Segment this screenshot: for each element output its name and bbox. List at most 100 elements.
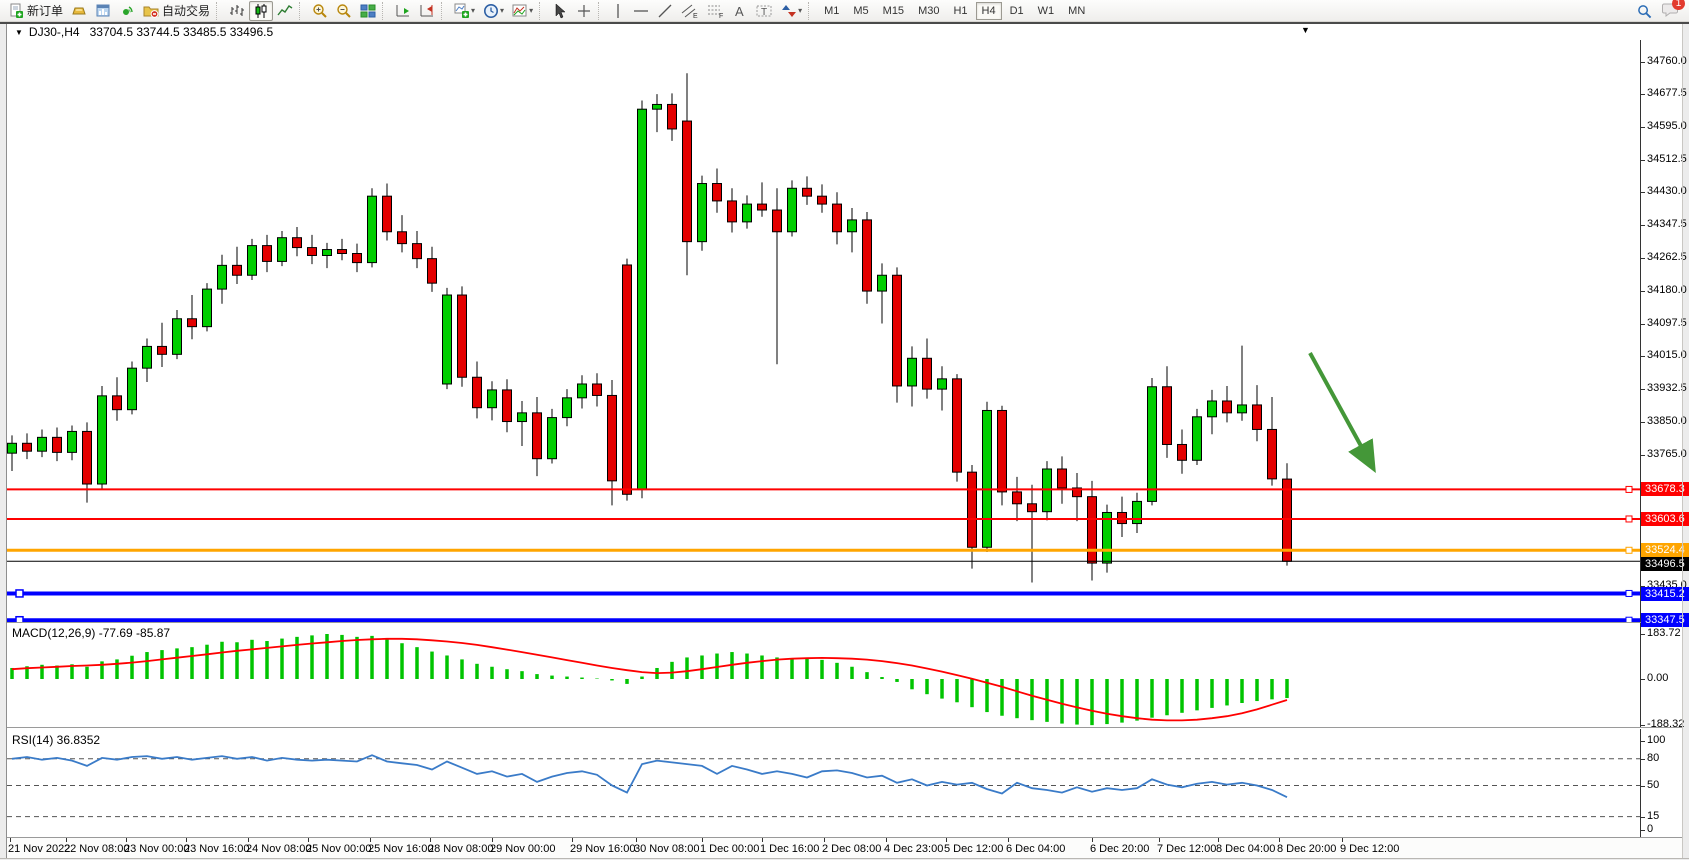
text-label-tool[interactable]: T [751, 1, 777, 21]
candle-body[interactable] [652, 103, 662, 110]
notifications-button[interactable]: 1 [1662, 0, 1685, 22]
horizontal-line-tool[interactable] [629, 1, 653, 21]
cursor-button[interactable] [548, 1, 572, 21]
chart-shift-marker[interactable]: ▼ [1301, 25, 1310, 35]
candle-body[interactable] [952, 378, 962, 473]
candle-body[interactable] [307, 247, 317, 256]
candlestick-chart-button[interactable] [249, 0, 274, 21]
candle-body[interactable] [202, 288, 212, 328]
annotation-arrow[interactable] [1308, 352, 1376, 474]
candle-body[interactable] [757, 203, 767, 211]
candle-body[interactable] [1162, 386, 1172, 445]
candle-body[interactable] [982, 409, 992, 548]
candle-body[interactable] [922, 357, 932, 390]
hline-handle[interactable] [1625, 485, 1633, 493]
crosshair-button[interactable] [572, 1, 596, 21]
candle-body[interactable] [727, 200, 737, 223]
bar-chart-button[interactable] [225, 1, 249, 21]
candle-body[interactable] [232, 264, 242, 276]
hline-handle[interactable] [1625, 515, 1633, 523]
candle-body[interactable] [1132, 500, 1142, 525]
macd-pane[interactable] [0, 623, 1640, 727]
candle-body[interactable] [682, 120, 692, 243]
timeframe-d1[interactable]: D1 [1009, 4, 1024, 17]
candle-body[interactable] [592, 383, 602, 396]
candle-body[interactable] [157, 345, 167, 355]
candle-body[interactable] [742, 203, 752, 223]
candle-body[interactable] [1252, 404, 1262, 430]
candle-body[interactable] [1072, 487, 1082, 498]
charts-window-button[interactable] [91, 1, 115, 21]
candle-body[interactable] [352, 253, 362, 264]
candle-body[interactable] [97, 395, 107, 485]
fibonacci-tool[interactable]: F [703, 1, 729, 21]
pane-splitter[interactable] [7, 727, 1682, 729]
candle-body[interactable] [262, 245, 272, 262]
candle-body[interactable] [1222, 400, 1232, 414]
candle-body[interactable] [577, 383, 587, 399]
indicators-button[interactable]: ▾ [450, 1, 479, 21]
text-tool[interactable]: A [729, 1, 751, 21]
chart-titlebar[interactable]: ▼ DJ30-,H4 33704.5 33744.5 33485.5 33496… [7, 24, 1682, 40]
hline-handle[interactable] [1625, 589, 1633, 597]
rsi-pane[interactable] [0, 729, 1640, 837]
pane-splitter[interactable] [7, 622, 1682, 623]
signal-button[interactable] [115, 1, 139, 21]
timeframe-w1[interactable]: W1 [1037, 4, 1055, 17]
candle-body[interactable] [7, 442, 17, 454]
candle-body[interactable] [817, 195, 827, 205]
candle-body[interactable] [322, 249, 332, 256]
candle-body[interactable] [1267, 428, 1277, 480]
candle-body[interactable] [832, 203, 842, 233]
candle-body[interactable] [607, 394, 617, 482]
equidistant-channel-tool[interactable]: E [677, 1, 703, 21]
candle-body[interactable] [127, 367, 137, 411]
candle-body[interactable] [142, 345, 152, 369]
candle-body[interactable] [412, 243, 422, 260]
candle-body[interactable] [1027, 503, 1037, 513]
time-axis[interactable]: 21 Nov 2022 22 Nov 08:00 23 Nov 00:00 23 No… [7, 838, 1682, 858]
auto-trading-button[interactable]: 自动交易 [139, 1, 214, 21]
candle-body[interactable] [787, 187, 797, 233]
candle-body[interactable] [1147, 386, 1157, 502]
candle-body[interactable] [907, 357, 917, 387]
timeframe-m15[interactable]: M15 [882, 4, 905, 17]
candle-body[interactable] [67, 430, 77, 453]
candle-body[interactable] [292, 237, 302, 249]
candle-body[interactable] [622, 264, 632, 495]
timeframe-h1[interactable]: H1 [953, 4, 968, 17]
chart-dropdown-icon[interactable]: ▼ [15, 27, 23, 37]
candle-body[interactable] [862, 219, 872, 292]
chart-shift-button[interactable] [415, 1, 439, 21]
search-icon[interactable] [1637, 4, 1652, 19]
vertical-line-tool[interactable] [607, 1, 629, 21]
hline-handle[interactable] [15, 589, 24, 598]
candle-body[interactable] [1207, 400, 1217, 418]
candle-body[interactable] [172, 318, 182, 355]
candle-body[interactable] [457, 294, 467, 378]
timeframe-h4[interactable]: H4 [975, 1, 1002, 20]
candle-body[interactable] [937, 378, 947, 390]
candle-body[interactable] [82, 430, 92, 485]
candle-body[interactable] [367, 195, 377, 264]
candle-body[interactable] [277, 237, 287, 262]
candle-body[interactable] [712, 183, 722, 202]
candle-body[interactable] [247, 245, 257, 276]
candle-body[interactable] [517, 412, 527, 423]
candle-body[interactable] [22, 442, 32, 452]
trendline-tool[interactable] [653, 1, 677, 21]
candle-body[interactable] [217, 264, 227, 290]
candle-body[interactable] [37, 436, 47, 452]
candle-body[interactable] [487, 389, 497, 409]
hline-handle[interactable] [15, 615, 24, 622]
timeframe-m1[interactable]: M1 [824, 4, 840, 17]
candle-body[interactable] [967, 471, 977, 548]
candle-body[interactable] [1102, 511, 1112, 564]
candle-body[interactable] [1012, 491, 1022, 505]
candle-body[interactable] [112, 395, 122, 411]
candle-body[interactable] [847, 219, 857, 233]
candle-body[interactable] [1192, 416, 1202, 461]
zoom-out-button[interactable] [332, 1, 356, 21]
candle-body[interactable] [532, 412, 542, 460]
candle-body[interactable] [1237, 404, 1247, 414]
